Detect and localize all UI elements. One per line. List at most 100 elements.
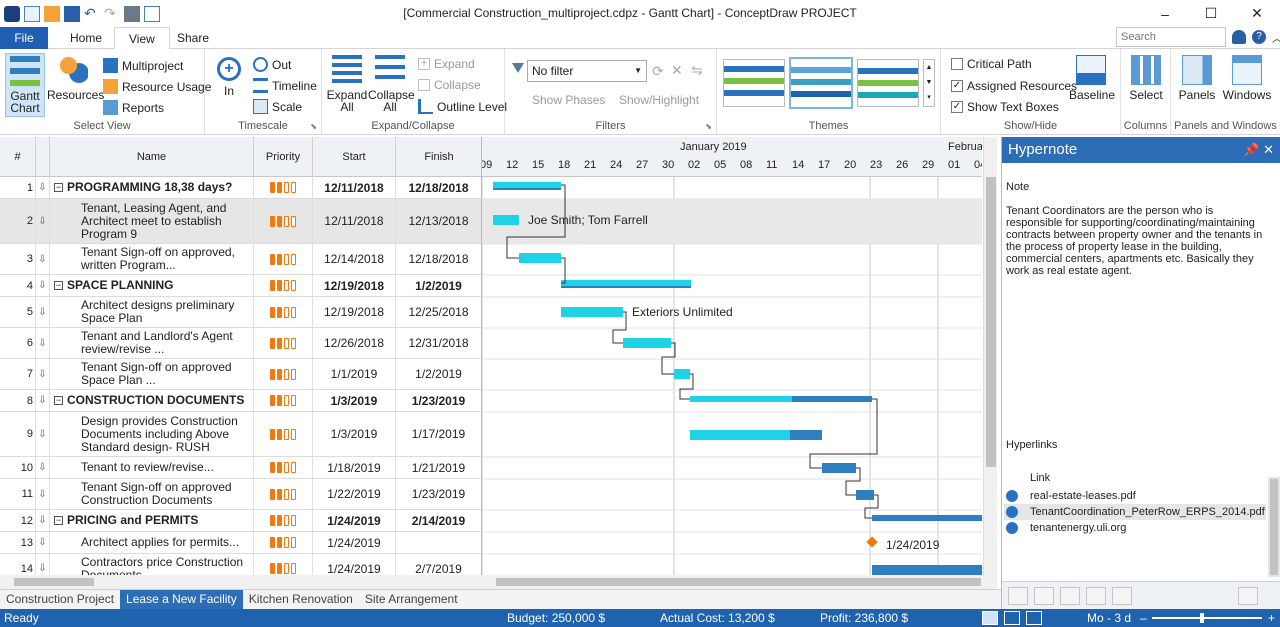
task-name[interactable]: Contractors price Construction Documents <box>50 554 254 575</box>
task-info-icon[interactable]: ⇩ <box>38 462 47 473</box>
priority-indicator[interactable] <box>254 479 313 509</box>
tab-share[interactable]: Share <box>177 31 210 45</box>
gantt-chart-button[interactable]: Gantt Chart <box>5 53 45 117</box>
scrollbar-thumb[interactable] <box>986 177 996 467</box>
start-date[interactable]: 1/3/2019 <box>313 390 396 411</box>
collapse-toggle-icon[interactable]: − <box>54 515 63 525</box>
remove-link-icon[interactable] <box>1238 587 1258 605</box>
tab-view[interactable]: View <box>114 27 170 50</box>
priority-indicator[interactable] <box>254 297 313 327</box>
undo-icon[interactable]: ↶ <box>84 4 96 21</box>
row-number[interactable]: 10 <box>0 457 36 478</box>
task-info-icon[interactable]: ⇩ <box>36 328 50 358</box>
task-name[interactable]: Tenant, Leasing Agent, and Architect mee… <box>50 199 254 243</box>
table-row[interactable]: 9 ⇩ Design provides Construction Documents… <box>0 412 481 457</box>
finish-date[interactable]: 12/18/2018 <box>396 177 481 198</box>
task-info-icon[interactable]: ⇩ <box>38 428 47 440</box>
start-date[interactable]: 1/3/2019 <box>313 412 396 456</box>
add-link-icon[interactable] <box>1008 587 1028 605</box>
collapse-toggle-icon[interactable]: − <box>54 395 63 405</box>
task-info-icon[interactable]: ⇩ <box>38 488 47 500</box>
link-column-header[interactable]: Link <box>1030 472 1051 484</box>
task-name[interactable]: Tenant Sign-off on approved, written Pro… <box>50 244 254 274</box>
task-info-icon[interactable]: ⇩ <box>38 280 47 291</box>
table-row[interactable]: 12 ⇩ − PRICING and PERMITS 1/24/2019 2/14/201… <box>0 510 481 532</box>
task-name[interactable]: Tenant Sign-off on approved Construction… <box>50 479 254 509</box>
priority-indicator[interactable] <box>254 275 313 296</box>
task-info-icon[interactable]: ⇩ <box>36 554 50 575</box>
start-date[interactable]: 12/11/2018 <box>313 199 396 243</box>
edit-link-icon[interactable] <box>1112 587 1132 605</box>
priority-indicator[interactable] <box>254 328 313 358</box>
start-date[interactable]: 1/1/2019 <box>313 359 396 389</box>
collapse-toggle-icon[interactable]: − <box>54 182 63 192</box>
zoom-in-icon[interactable]: + <box>1268 611 1276 625</box>
task-info-icon[interactable]: ⇩ <box>36 297 50 327</box>
table-row[interactable]: 7 ⇩ Tenant Sign-off on approved Space Plan… <box>0 359 481 390</box>
task-name[interactable]: Design provides Construction Documents i… <box>50 412 254 456</box>
resource-usage-button[interactable]: Resource Usage <box>103 79 211 94</box>
zoom-out-icon[interactable]: – <box>1140 611 1147 625</box>
task-info-icon[interactable]: ⇩ <box>38 563 47 574</box>
save-icon[interactable] <box>64 5 80 22</box>
gantt-view-icon[interactable] <box>982 611 998 625</box>
task-info-icon[interactable]: ⇩ <box>38 182 47 193</box>
print-preview-icon[interactable] <box>144 5 160 22</box>
priority-indicator[interactable] <box>254 244 313 274</box>
table-row[interactable]: 13 ⇩ Architect applies for permits... 1/24/… <box>0 532 481 554</box>
note-textarea[interactable]: Tenant Coordinators are the person who i… <box>1006 205 1263 277</box>
priority-indicator[interactable] <box>254 177 313 198</box>
calendar-view-icon[interactable] <box>1026 611 1042 625</box>
select-columns-button[interactable]: Select <box>1125 55 1167 101</box>
panel-scrollbar[interactable] <box>1268 477 1280 577</box>
themes-scroll-icon[interactable]: ▲ ▼ ▾ <box>923 59 935 107</box>
row-number[interactable]: 4 <box>0 275 36 296</box>
task-info-icon[interactable]: ⇩ <box>38 215 47 227</box>
ribbon-collapse-icon[interactable]: ︿ <box>1272 30 1280 45</box>
timeline-button[interactable]: Timeline <box>253 78 317 93</box>
table-row[interactable]: 8 ⇩ − CONSTRUCTION DOCUMENTS 1/3/2019 1/23/20… <box>0 390 481 412</box>
priority-indicator[interactable] <box>254 532 313 553</box>
minimize-button[interactable]: – <box>1161 5 1169 22</box>
theme-thumbnail-3[interactable] <box>857 59 919 107</box>
zoom-slider[interactable] <box>1152 617 1262 619</box>
header-num[interactable]: # <box>0 137 36 177</box>
header-name[interactable]: Name <box>50 137 254 177</box>
table-row[interactable]: 14 ⇩ Contractors price Construction Docume… <box>0 554 481 576</box>
task-name[interactable]: − SPACE PLANNING <box>50 275 254 296</box>
finish-date[interactable]: 2/7/2019 <box>396 554 481 576</box>
row-number[interactable]: 1 <box>0 177 36 198</box>
multiproject-button[interactable]: Multiproject <box>103 58 183 73</box>
table-row[interactable]: 4 ⇩ − SPACE PLANNING 12/19/2018 1/2/2019 <box>0 275 481 297</box>
row-number[interactable]: 3 <box>0 244 36 274</box>
task-info-icon[interactable]: ⇩ <box>36 177 50 198</box>
open-folder-icon[interactable] <box>44 5 60 22</box>
row-number[interactable]: 11 <box>0 479 36 509</box>
table-row[interactable]: 5 ⇩ Architect designs preliminary Space Pl… <box>0 297 481 328</box>
finish-date[interactable]: 1/23/2019 <box>396 479 481 509</box>
redo-icon[interactable]: ↷ <box>104 4 116 21</box>
task-name[interactable]: Architect designs preliminary Space Plan <box>50 297 254 327</box>
sheet-tab[interactable]: Construction Project <box>6 592 115 606</box>
baseline-button[interactable]: Baseline <box>1069 55 1115 101</box>
finish-date[interactable] <box>396 532 481 553</box>
list-item[interactable]: TenantCoordination_PeterRow_ERPS_2014.pd… <box>1004 504 1266 520</box>
task-info-icon[interactable]: ⇩ <box>36 412 50 456</box>
start-date[interactable]: 12/26/2018 <box>313 328 396 358</box>
table-view-icon[interactable] <box>1004 611 1020 625</box>
sheet-tab[interactable]: Kitchen Renovation <box>248 592 353 606</box>
search-input[interactable] <box>1116 27 1226 47</box>
task-info-icon[interactable]: ⇩ <box>36 359 50 389</box>
windows-button[interactable]: Windows <box>1221 55 1273 101</box>
task-info-icon[interactable]: ⇩ <box>36 457 50 478</box>
start-date[interactable]: 12/19/2018 <box>313 275 396 296</box>
header-start[interactable]: Start <box>313 137 396 177</box>
reports-button[interactable]: Reports <box>103 100 164 115</box>
task-info-icon[interactable]: ⇩ <box>38 515 47 526</box>
dialog-launcher-icon[interactable]: ⬊ <box>310 122 317 131</box>
pin-icon[interactable]: 📌 <box>1243 142 1260 157</box>
user-icon[interactable] <box>1232 30 1246 44</box>
task-info-icon[interactable]: ⇩ <box>38 253 47 265</box>
clear-filter-icon[interactable]: ✕ <box>671 62 683 78</box>
scrollbar-thumb[interactable] <box>1270 479 1278 575</box>
